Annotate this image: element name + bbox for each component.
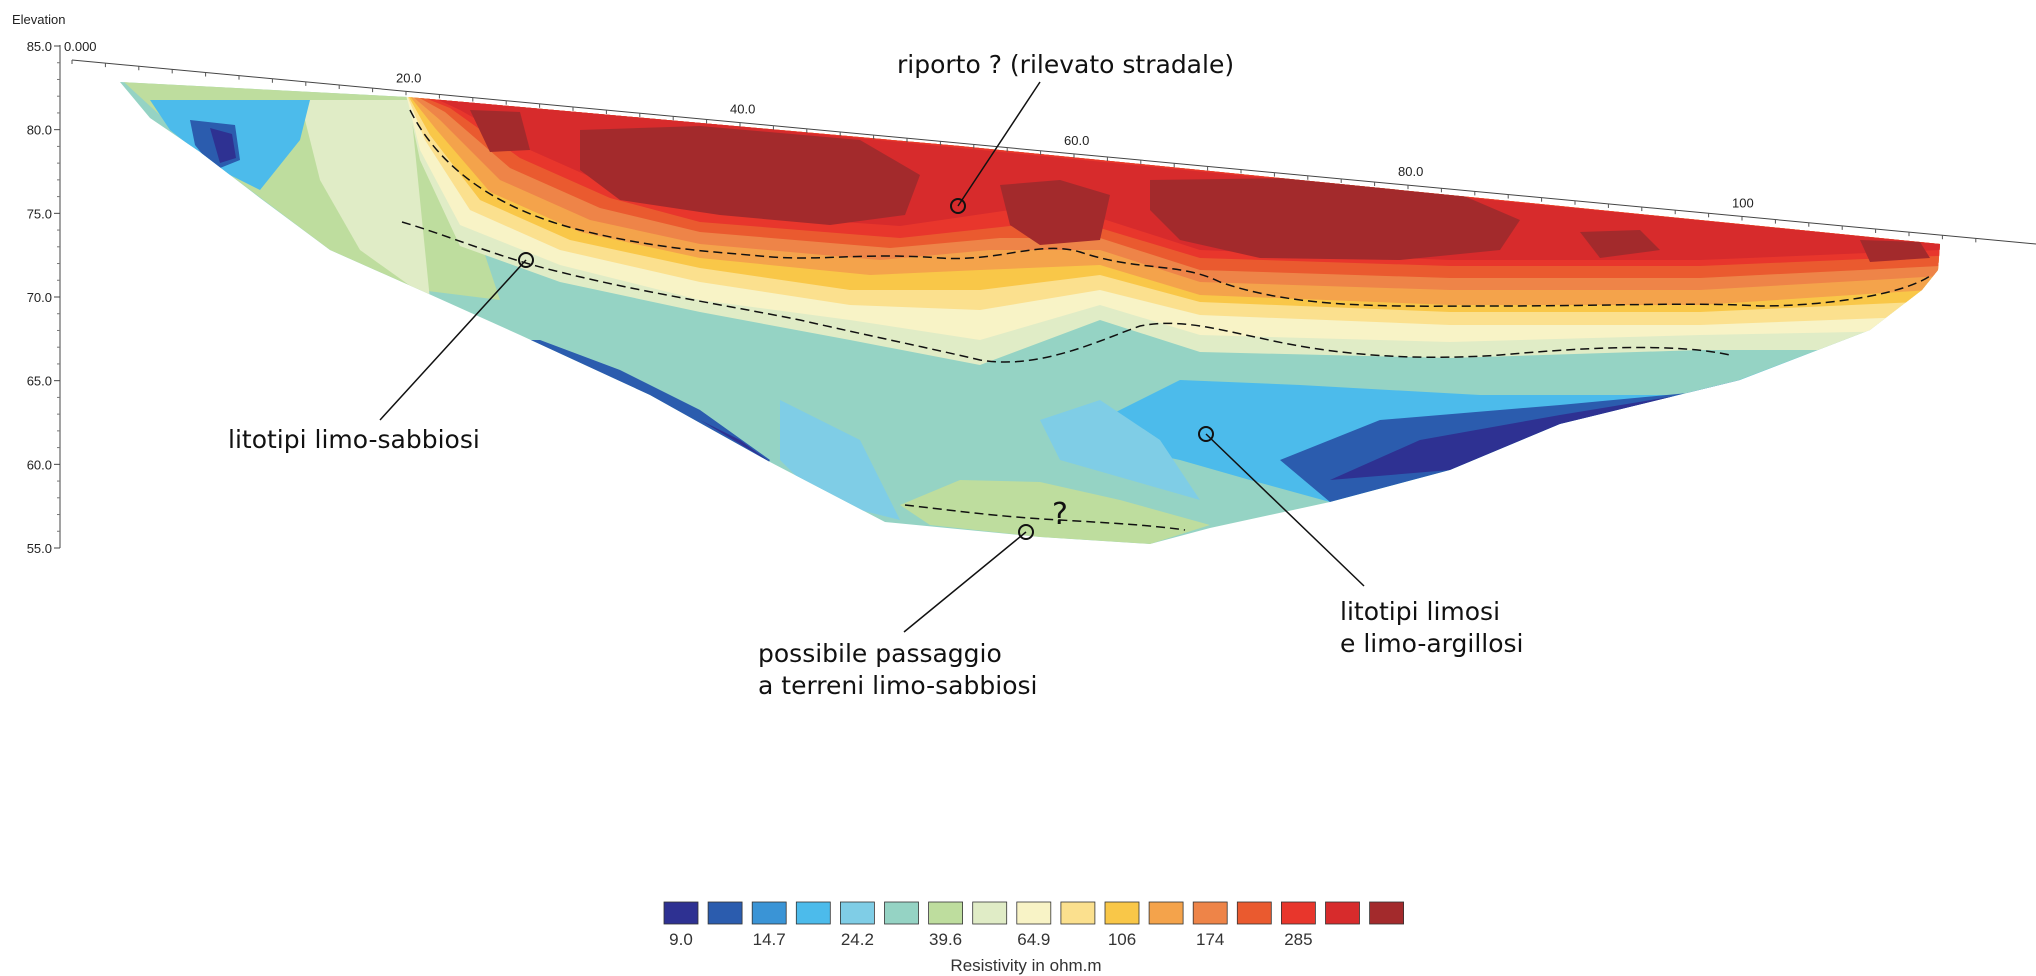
y-tick-label: 65.0 <box>27 374 52 389</box>
right-light-blue-lobe <box>1040 400 1200 500</box>
legend-label: 106 <box>1108 930 1136 949</box>
legend-swatch <box>972 901 1008 925</box>
legend-swatch <box>928 901 963 925</box>
interpretation-line-1 <box>409 109 1931 307</box>
annotation-transition-line-2: a terreni limo-sabbiosi <box>758 671 1037 700</box>
legend-label: 9.0 <box>669 930 693 949</box>
y-tick-label: 60.0 <box>27 457 52 472</box>
legend-label: 64.9 <box>1017 930 1050 949</box>
high-resistivity-body-5 <box>1860 240 1930 262</box>
x-tick-label: 80.0 <box>1398 164 1423 179</box>
high-resistivity-body-2 <box>1000 180 1110 245</box>
annotation-fill: riporto ? (rilevato stradale) <box>897 50 1234 79</box>
legend-swatch <box>707 901 743 925</box>
legend-label: 174 <box>1196 930 1224 949</box>
x-tick-label: 40.0 <box>730 102 755 117</box>
legend-swatch <box>663 901 699 925</box>
legend-swatch <box>1016 901 1052 925</box>
high-resistivity-body-3 <box>1150 178 1520 260</box>
legend-title: Resistivity in ohm.m <box>950 956 1101 975</box>
resistivity-section <box>120 82 1940 544</box>
annotations: riporto ? (rilevato stradale) litotipi l… <box>228 50 1523 700</box>
legend-label: 14.7 <box>753 930 786 949</box>
y-tick-label: 55.0 <box>27 541 52 556</box>
legend-swatch <box>1236 901 1272 925</box>
legend-label: 39.6 <box>929 930 962 949</box>
legend-swatch <box>1369 901 1404 925</box>
x-tick-label: 20.0 <box>396 70 421 85</box>
x-tick-label: 100 <box>1732 195 1754 210</box>
high-resistivity-body-6 <box>470 110 530 152</box>
topographic-surface: 0.000 20.0 40.0 60.0 80.0 100 <box>64 39 2036 245</box>
legend-swatch <box>1104 901 1140 925</box>
left-flank-pale <box>300 100 430 300</box>
legend-swatch <box>1148 901 1184 925</box>
y-tick-label: 85.0 <box>27 39 52 54</box>
y-tick-label: 80.0 <box>27 123 52 138</box>
y-tick-label: 70.0 <box>27 290 52 305</box>
y-axis: Elevation 85.0 80.0 75.0 70.0 65.0 60.0 55.0 <box>12 12 65 556</box>
y-tick-label: 75.0 <box>27 206 52 221</box>
y-axis-label: Elevation <box>12 12 65 27</box>
legend-swatch <box>840 901 875 925</box>
annotation-silty-line-2: e limo-argillosi <box>1340 629 1523 658</box>
legend-swatch <box>1060 901 1096 925</box>
legend-label: 285 <box>1284 930 1312 949</box>
legend-swatch <box>1192 901 1228 925</box>
legend-swatch <box>1281 901 1316 925</box>
high-resistivity-body-1 <box>580 126 920 225</box>
left-deep-blue <box>210 128 236 163</box>
interpretation-line-2 <box>401 221 1731 363</box>
bottom-green-lens <box>900 480 1210 544</box>
annotation-sandy-silt: litotipi limo-sabbiosi <box>228 425 480 454</box>
annotation-question-mark: ? <box>1052 497 1068 532</box>
legend-swatch <box>795 901 831 925</box>
x-tick-label: 60.0 <box>1064 133 1089 148</box>
x-tick-label: 0.000 <box>64 39 97 54</box>
legend-swatch <box>1325 901 1360 925</box>
legend-label: 24.2 <box>841 930 874 949</box>
color-legend: 9.0 14.7 24.2 39.6 64.9 106 174 285 Resistivity… <box>663 901 1404 975</box>
high-resistivity-body-4 <box>1580 230 1660 258</box>
interpretation-line-3 <box>904 504 1186 531</box>
legend-swatch <box>751 901 787 925</box>
legend-swatch <box>884 901 919 925</box>
annotation-silty-line-1: litotipi limosi <box>1340 597 1500 626</box>
annotation-transition-line-1: possibile passaggio <box>758 639 1002 668</box>
right-deep-blue-core <box>1330 392 1700 480</box>
